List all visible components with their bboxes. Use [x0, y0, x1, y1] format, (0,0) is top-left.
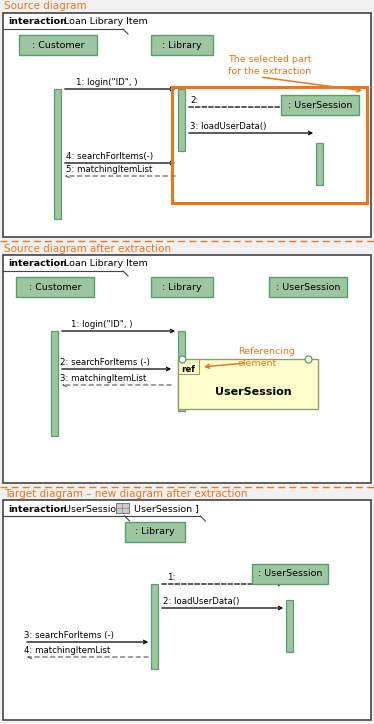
Text: 3: matchingItemList: 3: matchingItemList: [60, 374, 146, 383]
Text: interaction: interaction: [8, 17, 67, 27]
Bar: [178, 331, 186, 411]
Text: Loan Library Item: Loan Library Item: [61, 259, 148, 269]
Bar: [116, 503, 129, 513]
Text: 2: searchForItems (-): 2: searchForItems (-): [60, 358, 150, 367]
Text: : Library: : Library: [162, 282, 202, 292]
Bar: [178, 89, 186, 151]
Text: UserSession ]: UserSession ]: [131, 505, 199, 513]
Bar: [3, 500, 371, 720]
Text: : UserSession: : UserSession: [276, 282, 340, 292]
Bar: [269, 277, 347, 297]
Bar: [178, 359, 318, 409]
Bar: [125, 522, 185, 542]
Text: UserSession: UserSession: [215, 387, 291, 397]
Text: Target diagram – new diagram after extraction: Target diagram – new diagram after extra…: [4, 489, 248, 499]
Text: interaction: interaction: [8, 505, 67, 513]
Bar: [151, 35, 213, 55]
Text: Source diagram: Source diagram: [4, 1, 87, 11]
Text: 1: login("ID", ): 1: login("ID", ): [71, 320, 132, 329]
Bar: [286, 600, 294, 652]
Bar: [52, 331, 58, 436]
Text: : UserSession: : UserSession: [258, 570, 322, 578]
Bar: [172, 87, 367, 203]
Text: Referencing
element: Referencing element: [238, 347, 295, 368]
Text: : Library: : Library: [135, 528, 175, 536]
Text: The selected part
for the extraction: The selected part for the extraction: [228, 55, 312, 76]
Text: 1: login("ID", ): 1: login("ID", ): [76, 78, 138, 87]
Text: Loan Library Item: Loan Library Item: [61, 17, 148, 27]
Text: 2: loadUserData(): 2: loadUserData(): [163, 597, 239, 606]
Bar: [151, 584, 159, 669]
Bar: [316, 143, 324, 185]
Bar: [19, 35, 97, 55]
Text: Source diagram after extraction: Source diagram after extraction: [4, 244, 171, 254]
Bar: [281, 95, 359, 115]
Text: 3: searchForItems (-): 3: searchForItems (-): [24, 631, 114, 640]
Text: : UserSession: : UserSession: [288, 101, 352, 109]
Text: 4: searchForItems(-): 4: searchForItems(-): [66, 152, 153, 161]
Text: 4: matchingItemList: 4: matchingItemList: [24, 646, 110, 655]
Bar: [3, 13, 371, 237]
Bar: [16, 277, 94, 297]
Bar: [55, 89, 61, 219]
Bar: [151, 277, 213, 297]
Text: 1:: 1:: [167, 573, 175, 582]
Text: UserSession [: UserSession [: [61, 505, 129, 513]
Text: 5: matchingItemList: 5: matchingItemList: [66, 165, 152, 174]
Bar: [3, 255, 371, 483]
Text: : Customer: : Customer: [29, 282, 81, 292]
Text: 2:: 2:: [190, 96, 198, 105]
Bar: [252, 564, 328, 584]
Text: 3: loadUserData(): 3: loadUserData(): [190, 122, 266, 131]
Text: : Customer: : Customer: [32, 41, 84, 49]
Text: ref: ref: [181, 364, 195, 374]
Text: : Library: : Library: [162, 41, 202, 49]
Text: interaction: interaction: [8, 259, 67, 269]
